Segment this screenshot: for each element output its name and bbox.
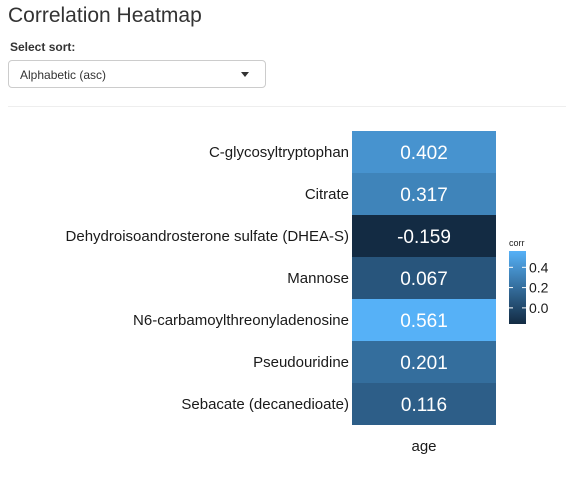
x-tick-label: age — [411, 438, 436, 455]
sort-select[interactable]: Alphabetic (asc) — [8, 60, 266, 88]
heatmap-cell — [352, 257, 496, 299]
heatmap-cells: 0.402 0.317 -0.159 0.067 0.561 0.201 0.116 — [352, 131, 496, 425]
sort-label: Select sort: — [10, 40, 76, 54]
heatmap-cell — [352, 131, 496, 173]
row-label: C-glycosyltryptophan — [209, 144, 349, 161]
heatmap-cell — [352, 383, 496, 425]
row-label: Mannose — [287, 270, 349, 287]
cell-value-label: 0.067 — [400, 269, 448, 290]
row-label: Dehydroisoandrosterone sulfate (DHEA-S) — [66, 228, 349, 245]
chevron-down-icon — [241, 72, 249, 77]
cell-value-label: -0.159 — [397, 227, 451, 248]
heatmap-cell — [352, 215, 496, 257]
row-label: Sebacate (decanedioate) — [181, 396, 349, 413]
row-label: Citrate — [305, 186, 349, 203]
cell-value-label: 0.317 — [400, 185, 448, 206]
legend-tick-label: 0.4 — [529, 259, 549, 275]
cell-value-label: 0.402 — [400, 143, 448, 164]
heatmap-cell — [352, 341, 496, 383]
legend-title: corr — [509, 238, 525, 248]
x-axis: age — [411, 438, 436, 455]
legend-tick-label: 0.2 — [529, 280, 549, 296]
legend-colorbar — [509, 251, 526, 324]
legend-tick-label: 0.0 — [529, 300, 549, 316]
divider — [8, 106, 566, 107]
row-labels: C-glycosyltryptophan Citrate Dehydroisoand… — [66, 144, 349, 413]
row-label: N6-carbamoylthreonyladenosine — [133, 312, 349, 329]
cell-value-label: 0.201 — [400, 353, 448, 374]
cell-value-label: 0.561 — [400, 311, 448, 332]
heatmap-cell — [352, 299, 496, 341]
row-label: Pseudouridine — [253, 354, 349, 371]
page-title: Correlation Heatmap — [8, 4, 202, 27]
heatmap-cell — [352, 173, 496, 215]
legend: corr 0.4 0.2 0.0 — [509, 238, 549, 324]
sort-select-value: Alphabetic (asc) — [20, 68, 107, 82]
cell-value-label: 0.116 — [401, 395, 447, 416]
